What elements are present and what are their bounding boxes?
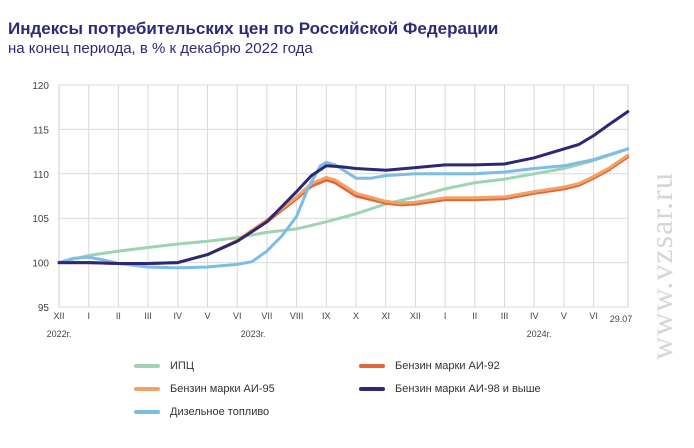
x-tick-label: XI: [381, 311, 390, 321]
legend-swatch: [134, 387, 160, 391]
x-tick-label: VII: [261, 311, 272, 321]
svg-text:www.vzsar.ru: www.vzsar.ru: [644, 172, 679, 360]
chart-title: Индексы потребительских цен по Российско…: [8, 19, 499, 38]
x-tick-label: XII: [53, 311, 64, 321]
legend-label: Бензин марки АИ-92: [395, 360, 500, 372]
legend-swatch: [359, 387, 385, 391]
y-tick-label: 120: [32, 81, 49, 92]
legend-item-diesel: Дизельное топливо: [134, 406, 269, 418]
legend-item-cpi: ИПЦ: [134, 360, 194, 372]
series-line: [57, 110, 630, 265]
y-tick-label: 110: [33, 170, 49, 181]
x-tick-label: I: [444, 311, 447, 321]
x-tick-label: VIII: [290, 311, 304, 321]
legend-swatch: [134, 410, 160, 414]
x-tick-label: VI: [589, 311, 598, 321]
x-tick-label: III: [501, 311, 509, 321]
legend-label: ИПЦ: [170, 360, 194, 372]
year-label: 2022г.: [47, 329, 72, 339]
legend: ИПЦ Бензин марки АИ-92 Бензин марки АИ-9…: [134, 360, 594, 432]
x-tick-label: VI: [233, 311, 242, 321]
x-tick-label: XII: [410, 311, 421, 321]
year-label: 2024г.: [527, 329, 552, 339]
x-end-label: 29.07: [610, 314, 633, 324]
x-tick-label: V: [561, 311, 567, 321]
x-tick-label: IV: [174, 311, 183, 321]
chart-subtitle: на конец периода, в % к декабрю 2022 год…: [8, 40, 313, 57]
year-label: 2023г.: [241, 329, 266, 339]
legend-swatch: [134, 364, 160, 368]
y-tick-label: 100: [32, 259, 49, 270]
series-line: [57, 147, 630, 265]
x-tick-label: IX: [322, 311, 331, 321]
watermark-logo: www.vzsar.ru: [644, 172, 679, 360]
y-tick-label: 115: [33, 125, 49, 136]
x-tick-label: V: [204, 311, 210, 321]
x-tick-label: X: [353, 311, 359, 321]
x-tick-label: I: [87, 311, 90, 321]
legend-label: Дизельное топливо: [170, 406, 270, 418]
x-tick-label: II: [472, 311, 477, 321]
series-lines: [57, 110, 630, 270]
grid: [58, 84, 629, 308]
y-tick-label: 105: [32, 214, 49, 225]
x-tick-label: II: [116, 311, 121, 321]
legend-label: Бензин марки АИ-95: [170, 383, 275, 395]
legend-swatch: [359, 364, 385, 368]
x-tick-label: III: [144, 311, 152, 321]
x-tick-label: IV: [530, 311, 539, 321]
series-line: [57, 147, 630, 270]
plot-frame: [58, 84, 629, 308]
legend-label: Бензин марки АИ-98 и выше: [395, 383, 541, 395]
legend-item-ai92: Бензин марки АИ-92: [359, 360, 500, 372]
y-tick-label: 95: [38, 303, 50, 314]
legend-item-ai95: Бензин марки АИ-95: [134, 383, 275, 395]
legend-item-ai98: Бензин марки АИ-98 и выше: [359, 383, 541, 395]
